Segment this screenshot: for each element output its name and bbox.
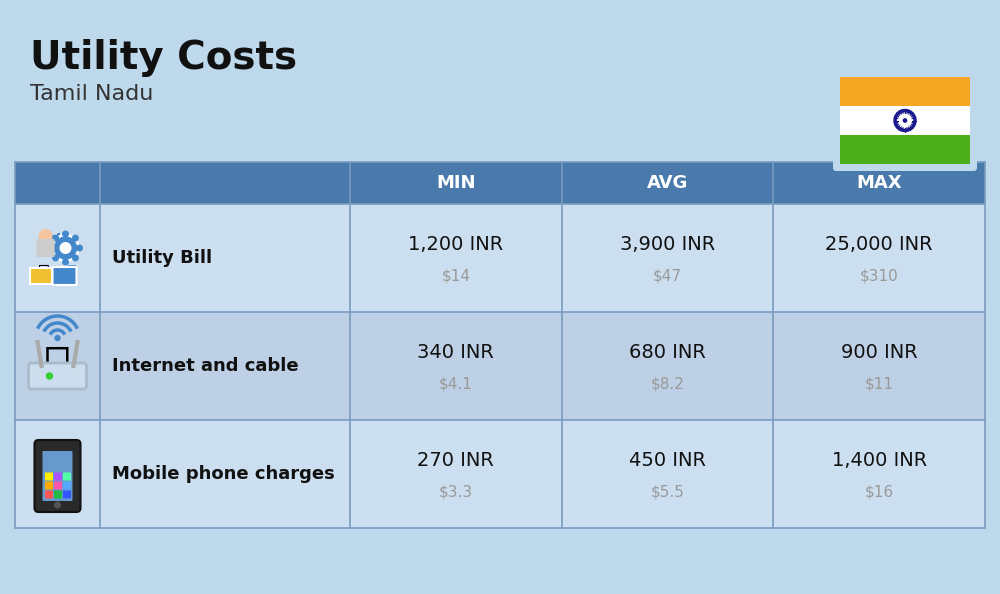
Circle shape — [38, 229, 52, 243]
Text: 1,400 INR: 1,400 INR — [832, 451, 927, 470]
Bar — [840, 77, 970, 106]
FancyBboxPatch shape — [833, 70, 977, 171]
Circle shape — [52, 235, 78, 261]
FancyBboxPatch shape — [22, 439, 92, 509]
Circle shape — [898, 113, 912, 128]
FancyBboxPatch shape — [54, 472, 62, 481]
Text: $16: $16 — [865, 485, 894, 500]
Circle shape — [54, 501, 61, 508]
Text: 450 INR: 450 INR — [629, 451, 706, 470]
FancyBboxPatch shape — [28, 363, 87, 389]
Text: 🔌: 🔌 — [38, 263, 49, 282]
FancyBboxPatch shape — [22, 331, 92, 401]
FancyBboxPatch shape — [63, 482, 71, 489]
FancyBboxPatch shape — [34, 440, 80, 512]
FancyBboxPatch shape — [22, 223, 92, 293]
Bar — [30, 268, 52, 284]
Circle shape — [903, 119, 907, 122]
Text: MAX: MAX — [856, 174, 902, 192]
Text: $310: $310 — [860, 268, 899, 283]
Bar — [15, 312, 100, 420]
Circle shape — [46, 373, 52, 379]
Text: 270 INR: 270 INR — [417, 451, 494, 470]
Text: $11: $11 — [865, 377, 894, 391]
Bar — [15, 420, 985, 528]
Circle shape — [60, 242, 72, 254]
Text: Tamil Nadu: Tamil Nadu — [30, 84, 153, 104]
Bar — [15, 162, 985, 204]
Bar — [840, 135, 970, 164]
Text: 📦: 📦 — [66, 263, 76, 281]
Circle shape — [72, 254, 79, 261]
Text: Utility Bill: Utility Bill — [112, 249, 212, 267]
Bar — [15, 420, 100, 528]
Text: $5.5: $5.5 — [651, 485, 684, 500]
Text: 3,900 INR: 3,900 INR — [620, 235, 715, 254]
Text: $3.3: $3.3 — [439, 485, 473, 500]
Circle shape — [55, 336, 60, 340]
Text: $14: $14 — [441, 268, 470, 283]
FancyBboxPatch shape — [45, 472, 53, 481]
Bar — [15, 312, 985, 420]
Text: 680 INR: 680 INR — [629, 343, 706, 362]
Text: $4.1: $4.1 — [439, 377, 473, 391]
Circle shape — [48, 245, 55, 251]
Text: 📡: 📡 — [44, 345, 71, 387]
FancyBboxPatch shape — [63, 491, 71, 498]
Text: 📱: 📱 — [44, 453, 71, 495]
Circle shape — [72, 235, 79, 242]
Text: 340 INR: 340 INR — [417, 343, 494, 362]
Text: $8.2: $8.2 — [651, 377, 684, 391]
Text: Mobile phone charges: Mobile phone charges — [112, 465, 335, 483]
Bar — [15, 204, 985, 312]
Text: MIN: MIN — [436, 174, 476, 192]
Text: $47: $47 — [653, 268, 682, 283]
Bar — [15, 204, 100, 312]
Circle shape — [894, 109, 916, 131]
FancyBboxPatch shape — [52, 267, 76, 285]
Bar — [840, 106, 970, 135]
FancyBboxPatch shape — [36, 239, 54, 257]
Circle shape — [62, 230, 69, 238]
FancyBboxPatch shape — [54, 491, 62, 498]
FancyBboxPatch shape — [54, 482, 62, 489]
Text: Utility Costs: Utility Costs — [30, 39, 297, 77]
Text: 900 INR: 900 INR — [841, 343, 918, 362]
FancyBboxPatch shape — [42, 451, 72, 501]
Circle shape — [52, 235, 59, 242]
Circle shape — [76, 245, 83, 251]
FancyBboxPatch shape — [45, 491, 53, 498]
FancyBboxPatch shape — [63, 472, 71, 481]
Text: 25,000 INR: 25,000 INR — [825, 235, 933, 254]
Circle shape — [62, 258, 69, 266]
Text: ⚙: ⚙ — [44, 233, 71, 263]
Text: 1,200 INR: 1,200 INR — [408, 235, 503, 254]
Circle shape — [52, 254, 59, 261]
FancyBboxPatch shape — [45, 482, 53, 489]
Text: Internet and cable: Internet and cable — [112, 357, 299, 375]
Text: AVG: AVG — [647, 174, 688, 192]
